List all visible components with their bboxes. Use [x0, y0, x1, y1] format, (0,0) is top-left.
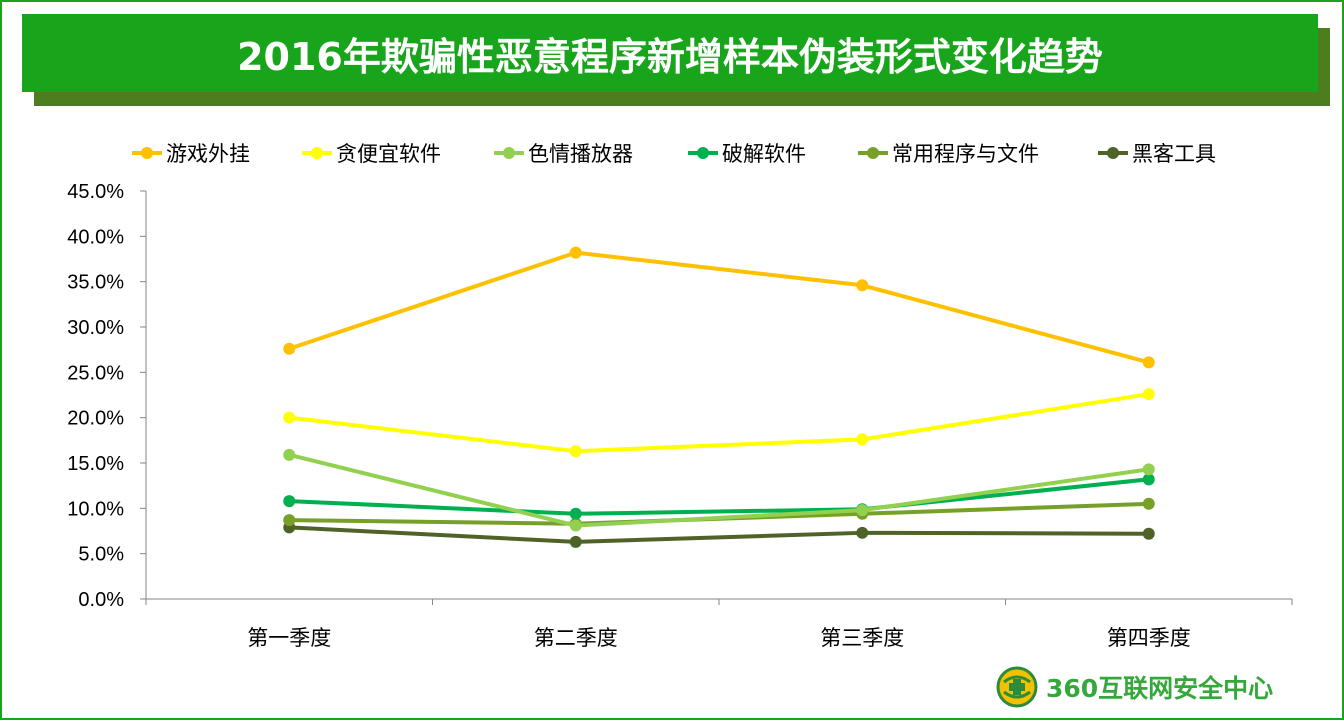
legend-item: 游戏外挂 [132, 138, 250, 168]
legend-swatch [688, 138, 718, 168]
series-point [569, 519, 582, 532]
series-line [289, 392, 1150, 454]
chart-legend: 游戏外挂 贪便宜软件 色情播放器 破解软件 常用程序与文件 黑客工具 [132, 138, 1252, 168]
series-point [856, 279, 869, 292]
legend-label: 常用程序与文件 [892, 142, 1039, 166]
y-tick-label: 40.0% [67, 226, 124, 248]
legend-swatch [1098, 138, 1128, 168]
legend-label: 黑客工具 [1132, 142, 1216, 166]
y-tick-label: 45.0% [67, 181, 124, 203]
series-point [569, 507, 582, 520]
legend-item: 常用程序与文件 [858, 138, 1039, 168]
chart-title: 2016年欺骗性恶意程序新增样本伪装形式变化趋势 [237, 34, 1103, 79]
y-tick-label: 25.0% [67, 362, 124, 384]
series-point [1142, 388, 1155, 401]
x-tick-label: 第三季度 [820, 626, 904, 650]
series-point [856, 504, 869, 517]
legend-label: 色情播放器 [528, 142, 633, 166]
y-tick-label: 10.0% [67, 498, 124, 520]
series-point [1142, 527, 1155, 540]
series-line [288, 250, 1150, 365]
series-point [1142, 356, 1155, 369]
legend-label: 破解软件 [722, 142, 806, 166]
360-shield-logo-icon [996, 666, 1038, 708]
series-line [288, 452, 1150, 528]
series-point [1142, 473, 1155, 486]
legend-item: 黑客工具 [1098, 138, 1216, 168]
x-tick-label: 第二季度 [534, 626, 618, 650]
legend-swatch [494, 138, 524, 168]
series-point [569, 246, 582, 259]
y-tick-label: 15.0% [67, 453, 124, 475]
title-banner: 2016年欺骗性恶意程序新增样本伪装形式变化趋势 [22, 14, 1318, 92]
series-point [283, 448, 296, 461]
y-tick-label: 20.0% [67, 408, 124, 430]
series-point [283, 411, 296, 424]
y-tick-label: 0.0% [78, 589, 124, 611]
series-line [289, 525, 1149, 544]
legend-swatch [132, 138, 162, 168]
x-tick-label: 第四季度 [1107, 626, 1191, 650]
series-point [856, 433, 869, 446]
y-tick-label: 35.0% [67, 272, 124, 294]
legend-item: 贪便宜软件 [302, 138, 441, 168]
series-point [569, 535, 582, 548]
brand-logo-text: 360互联网安全中心 [1046, 674, 1274, 703]
legend-label: 游戏外挂 [166, 142, 250, 166]
series-line [289, 477, 1149, 516]
legend-swatch [858, 138, 888, 168]
y-tick-label: 5.0% [78, 544, 124, 566]
x-tick-label: 第一季度 [247, 626, 331, 650]
series-point [569, 445, 582, 458]
brand-logo: 360互联网安全中心 [996, 664, 1326, 710]
series-point [1142, 497, 1155, 510]
series-point [283, 514, 296, 527]
series-point [283, 495, 296, 508]
y-tick-label: 30.0% [67, 317, 124, 339]
series-point [1142, 463, 1155, 476]
legend-label: 贪便宜软件 [336, 142, 441, 166]
legend-item: 破解软件 [688, 138, 806, 168]
series-point [856, 526, 869, 539]
legend-item: 色情播放器 [494, 138, 633, 168]
series-point [283, 342, 296, 355]
legend-swatch [302, 138, 332, 168]
